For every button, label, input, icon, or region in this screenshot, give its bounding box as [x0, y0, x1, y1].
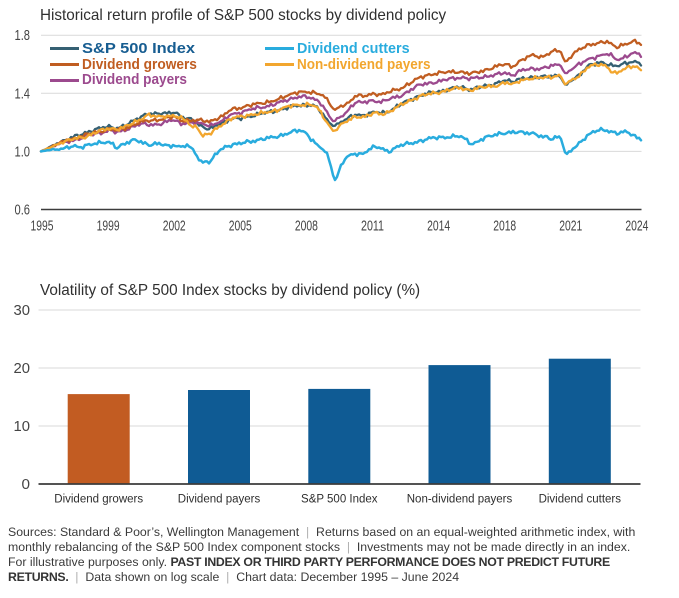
svg-text:30: 30 [14, 303, 31, 319]
svg-text:1.4: 1.4 [15, 86, 31, 102]
svg-text:Dividend cutters: Dividend cutters [539, 494, 622, 506]
svg-text:1.8: 1.8 [15, 28, 31, 44]
svg-text:2014: 2014 [427, 219, 450, 235]
svg-text:2018: 2018 [493, 219, 516, 235]
svg-text:1.0: 1.0 [15, 144, 31, 160]
svg-text:2021: 2021 [559, 219, 582, 235]
svg-text:S&P 500 Index: S&P 500 Index [301, 494, 378, 506]
svg-text:10: 10 [14, 419, 31, 435]
svg-text:0: 0 [22, 477, 31, 493]
svg-text:2005: 2005 [229, 219, 252, 235]
svg-text:Dividend payers: Dividend payers [178, 494, 261, 506]
svg-text:2024: 2024 [625, 219, 648, 235]
svg-text:20: 20 [14, 361, 31, 377]
svg-text:2008: 2008 [295, 219, 318, 235]
svg-text:2011: 2011 [361, 219, 384, 235]
svg-text:Dividend growers: Dividend growers [54, 494, 143, 506]
svg-text:1999: 1999 [97, 219, 120, 235]
svg-text:1995: 1995 [31, 219, 54, 235]
svg-text:2002: 2002 [163, 219, 186, 235]
svg-text:0.6: 0.6 [15, 203, 31, 219]
svg-text:Non-dividend payers: Non-dividend payers [407, 494, 513, 506]
